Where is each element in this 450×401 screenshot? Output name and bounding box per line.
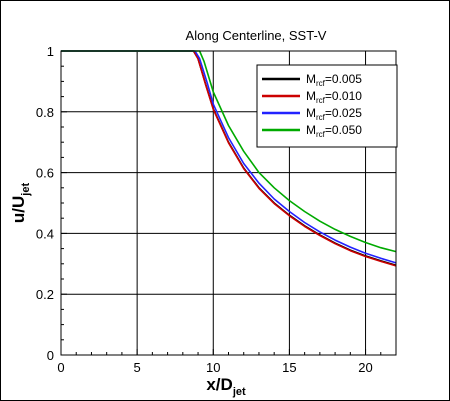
x-axis-label-sub: jet — [232, 386, 246, 398]
y-tick-label: 0.4 — [36, 226, 54, 241]
series-layer — [61, 50, 397, 267]
x-axis-label-main: x/D — [206, 375, 232, 394]
y-tick-label: 0.6 — [36, 166, 54, 181]
legend-label: Mrcf=0.025 — [306, 106, 362, 122]
ticks — [60, 50, 382, 356]
y-tick-label: 0.2 — [36, 287, 54, 302]
series-line — [61, 50, 397, 267]
x-axis-label: x/Djet — [206, 375, 246, 398]
legend-label: Mrcf=0.005 — [306, 72, 362, 88]
y-tick-label: 0 — [47, 348, 54, 363]
x-tick-label: 10 — [206, 360, 220, 375]
series-line — [61, 50, 397, 253]
legend-label: Mrcf=0.050 — [306, 123, 362, 139]
x-tick-label: 20 — [358, 360, 372, 375]
tick-labels: 0 5 10 15 20 0 0.2 0.4 0.6 0.8 1 — [36, 44, 373, 375]
y-tick-label: 0.8 — [36, 105, 54, 120]
x-tick-label: 15 — [282, 360, 296, 375]
legend-label: Mrcf=0.010 — [306, 89, 362, 105]
y-axis-label-main: u/U — [9, 196, 28, 223]
chart-title: Along Centerline, SST-V — [186, 28, 327, 43]
x-tick-label: 5 — [134, 360, 141, 375]
y-axis-label-sub: jet — [20, 183, 32, 197]
y-axis-label: u/Ujet — [9, 183, 32, 224]
series-line — [61, 50, 397, 264]
x-tick-label: 0 — [57, 360, 64, 375]
y-tick-label: 1 — [47, 44, 54, 59]
